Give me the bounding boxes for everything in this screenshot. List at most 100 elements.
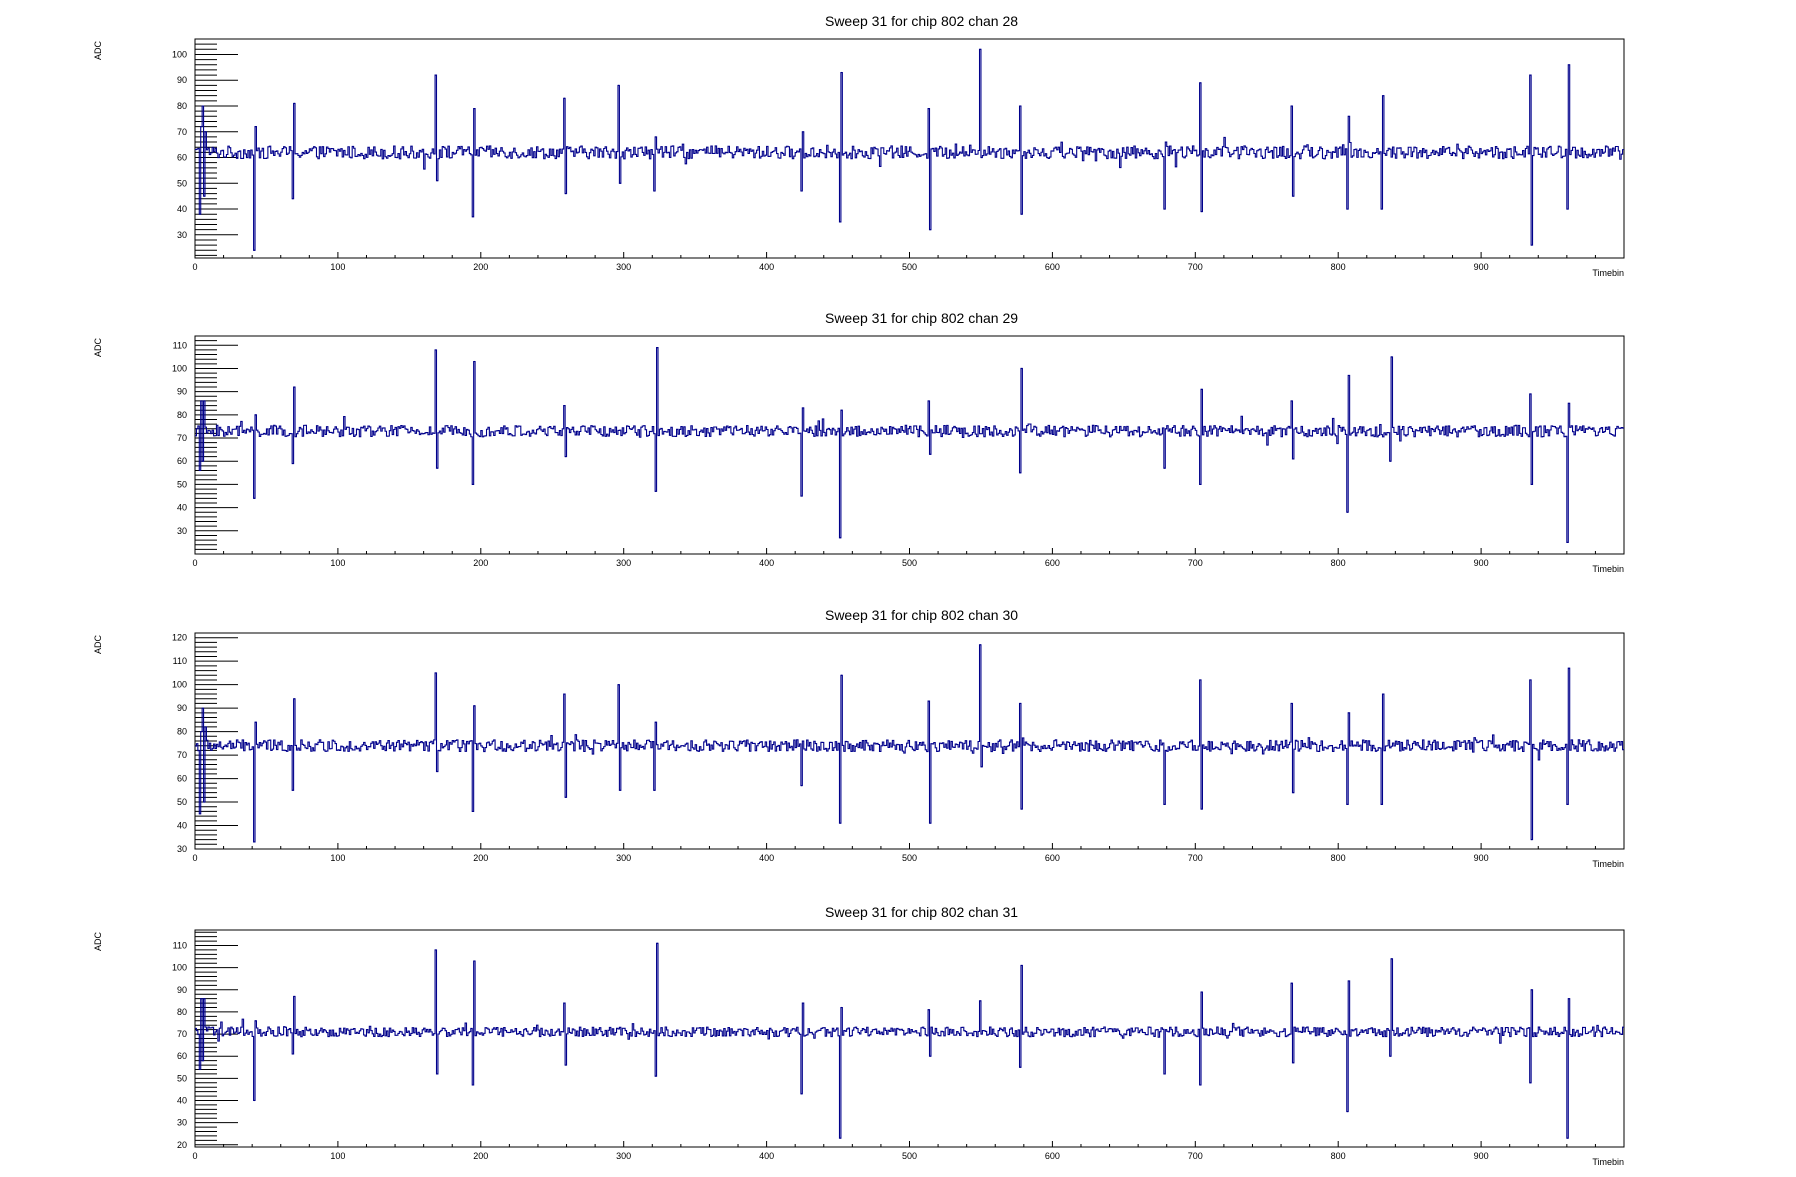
spike-point [1021, 808, 1023, 810]
spike-point [1566, 541, 1569, 544]
spike-point [255, 1020, 257, 1022]
y-tick-label: 80 [177, 101, 187, 111]
spike-point [292, 198, 294, 200]
x-tick-label: 500 [902, 262, 917, 272]
spike-point [802, 407, 804, 409]
x-tick-label: 600 [1045, 558, 1060, 568]
spike-point [1391, 356, 1393, 358]
spike-point [656, 346, 658, 349]
spike-point [1165, 428, 1167, 430]
spike-point [802, 131, 804, 133]
spike-point [801, 495, 803, 497]
spike-point [1531, 483, 1533, 486]
x-tick-label: 300 [616, 853, 631, 863]
chart-panel-chan-30: Sweep 31 for chip 802 chan 30 ADC Timebin 3… [93, 607, 1625, 869]
spike-point [1531, 989, 1533, 991]
spike-point [436, 180, 438, 182]
spike-point [1292, 458, 1294, 460]
plot-frame [194, 929, 1625, 1148]
y-tick-label: 80 [177, 1007, 187, 1017]
spike-point [1199, 1084, 1201, 1086]
spike-point [618, 684, 620, 686]
spike-point [1382, 693, 1384, 695]
y-tick-label: 30 [177, 1118, 187, 1128]
spike-point [565, 1064, 567, 1066]
spike-point [1163, 803, 1166, 805]
spike-point [1566, 208, 1569, 210]
spike-point [1529, 679, 1532, 681]
spike-point [841, 71, 843, 74]
spike-point [435, 74, 437, 76]
x-tick-label: 400 [759, 262, 774, 272]
x-tick-label: 700 [1188, 262, 1203, 272]
spike-point [1529, 1082, 1532, 1084]
x-tick-label: 100 [330, 1151, 345, 1161]
spike-point [203, 195, 205, 197]
x-tick-label: 500 [902, 853, 917, 863]
y-tick-label: 20 [177, 1140, 187, 1150]
x-tick-label: 200 [473, 262, 488, 272]
spike-point [292, 462, 294, 465]
x-tick-label: 600 [1045, 853, 1060, 863]
x-axis-label: Timebin [1592, 268, 1624, 278]
spike-point [979, 48, 981, 50]
spike-point [1163, 1073, 1166, 1075]
spike-point [199, 813, 201, 815]
spike-point [293, 995, 295, 998]
spike-point [1348, 712, 1350, 714]
spike-point [1201, 991, 1203, 993]
y-tick-label: 30 [177, 844, 187, 854]
x-tick-label: 600 [1045, 1151, 1060, 1161]
spike-point [473, 705, 475, 707]
spike-point [802, 1002, 804, 1004]
spike-point [436, 467, 438, 469]
spike-point [655, 721, 657, 723]
spike-point [1291, 400, 1293, 402]
spike-point [1381, 208, 1383, 210]
y-tick-label: 60 [177, 456, 187, 466]
spike-point [1348, 374, 1350, 377]
spike-point [981, 1033, 983, 1035]
spike-point [1199, 483, 1201, 486]
spike-point [472, 1084, 474, 1086]
y-tick-label: 110 [173, 941, 187, 951]
spike-point [293, 102, 295, 105]
spike-point [1021, 213, 1023, 215]
spike-point [655, 1075, 657, 1077]
chart-panel-chan-31: Sweep 31 for chip 802 chan 31 ADC Timebin 2… [93, 904, 1625, 1167]
spike-point [1531, 244, 1533, 246]
spike-point [619, 789, 621, 791]
spike-point [203, 400, 205, 402]
spike-point [1163, 208, 1166, 210]
spike-point [1019, 1066, 1021, 1068]
spike-point [1346, 511, 1349, 513]
y-tick-label: 70 [177, 127, 187, 137]
y-tick-label: 40 [177, 1096, 187, 1106]
spike-point [253, 841, 255, 843]
spike-point [618, 84, 620, 86]
spike-point [1165, 1029, 1167, 1031]
spike-point [255, 721, 257, 723]
spike-point [200, 400, 203, 402]
spike-point [1346, 208, 1349, 210]
y-tick-label: 70 [177, 433, 187, 443]
spike-point [1291, 105, 1293, 107]
spike-point [435, 672, 437, 674]
spike-point [1201, 211, 1203, 213]
chart-panel-chan-28: Sweep 31 for chip 802 chan 28 ADC Timebin 3… [93, 13, 1625, 278]
spike-point [203, 801, 205, 803]
x-tick-label: 600 [1045, 262, 1060, 272]
spike-point [1382, 95, 1384, 97]
spike-point [1019, 105, 1021, 107]
y-tick-label: 80 [177, 410, 187, 420]
y-axis-label: ADC [93, 635, 103, 655]
spike-point [1292, 792, 1294, 794]
spike-point [1568, 667, 1570, 669]
spike-point [1529, 74, 1532, 76]
x-tick-label: 100 [330, 262, 345, 272]
spike-point [293, 386, 295, 388]
spike-point [839, 221, 841, 223]
spike-point [1568, 402, 1570, 404]
x-tick-label: 700 [1188, 1151, 1203, 1161]
spike-point [1346, 803, 1349, 805]
